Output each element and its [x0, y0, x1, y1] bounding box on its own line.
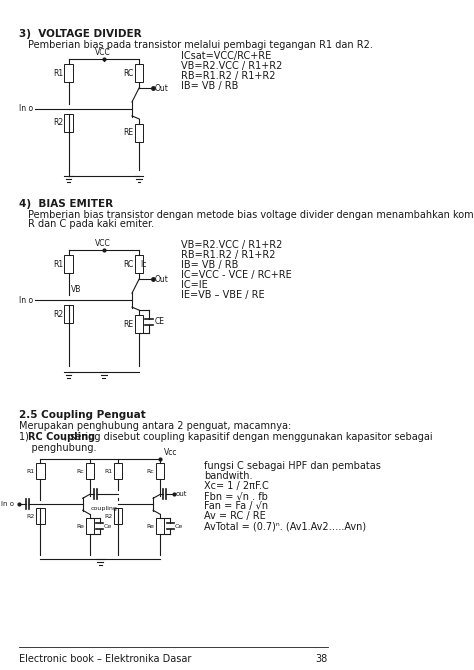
Text: VCC: VCC — [94, 48, 110, 57]
Text: 38: 38 — [316, 654, 328, 664]
Text: penghubung.: penghubung. — [19, 443, 97, 452]
Text: RE: RE — [123, 320, 133, 328]
Bar — [36, 464, 45, 480]
Text: Out: Out — [155, 275, 168, 283]
Bar — [135, 124, 143, 142]
Text: Fbn = √n . fb: Fbn = √n . fb — [204, 491, 268, 501]
Bar — [36, 509, 45, 524]
Text: RC Coupling: RC Coupling — [28, 431, 95, 442]
Text: RE: RE — [123, 129, 133, 137]
Bar — [64, 64, 73, 82]
Bar — [64, 255, 73, 273]
Text: Electronic book – Elektronika Dasar: Electronic book – Elektronika Dasar — [19, 654, 191, 664]
Text: fungsi C sebagai HPF dan pembatas: fungsi C sebagai HPF dan pembatas — [204, 462, 381, 472]
Text: In o: In o — [0, 501, 14, 507]
Text: R2: R2 — [104, 514, 112, 519]
Text: Re: Re — [76, 524, 84, 529]
Text: Out: Out — [155, 84, 168, 92]
Bar — [114, 464, 122, 480]
Text: RC: RC — [123, 260, 133, 269]
Text: Av = RC / RE: Av = RC / RE — [204, 511, 265, 521]
Bar — [114, 509, 122, 524]
Text: VB: VB — [72, 285, 82, 294]
Text: Rc: Rc — [147, 469, 155, 474]
Text: IC=VCC - VCE / RC+RE: IC=VCC - VCE / RC+RE — [181, 270, 292, 280]
Text: In o: In o — [19, 295, 34, 305]
Text: IC=IE: IC=IE — [181, 280, 208, 290]
Text: VCC: VCC — [94, 239, 110, 249]
Bar — [156, 518, 164, 534]
Text: R1: R1 — [27, 469, 35, 474]
Text: , sering disebut coupling kapasitif dengan menggunakan kapasitor sebagai: , sering disebut coupling kapasitif deng… — [64, 431, 433, 442]
Text: 4)  BIAS EMITER: 4) BIAS EMITER — [19, 198, 113, 208]
Text: R2: R2 — [27, 514, 35, 519]
Text: bandwith.: bandwith. — [204, 472, 252, 482]
Text: 2.5 Coupling Penguat: 2.5 Coupling Penguat — [19, 409, 146, 419]
Text: In o: In o — [19, 105, 34, 113]
Bar — [135, 255, 143, 273]
Text: IE=VB – VBE / RE: IE=VB – VBE / RE — [181, 290, 265, 300]
Bar — [64, 305, 73, 323]
Bar — [156, 464, 164, 480]
Text: ICsat=VCC/RC+RE: ICsat=VCC/RC+RE — [181, 51, 272, 61]
Text: R2: R2 — [53, 119, 63, 127]
Text: 3)  VOLTAGE DIVIDER: 3) VOLTAGE DIVIDER — [19, 29, 142, 40]
Bar — [85, 464, 94, 480]
Text: Merupakan penghubung antara 2 penguat, macamnya:: Merupakan penghubung antara 2 penguat, m… — [19, 421, 292, 431]
Text: Pemberian bias transistor dengan metode bias voltage divider dengan menambahkan : Pemberian bias transistor dengan metode … — [28, 210, 474, 220]
Text: Ic: Ic — [140, 260, 147, 269]
Bar — [135, 315, 143, 333]
Text: R1: R1 — [53, 68, 63, 78]
Text: RC: RC — [123, 68, 133, 78]
Text: VB=R2.VCC / R1+R2: VB=R2.VCC / R1+R2 — [181, 241, 283, 251]
Text: R2: R2 — [53, 310, 63, 319]
Text: IB= VB / RB: IB= VB / RB — [181, 81, 239, 91]
Text: Vcc: Vcc — [164, 448, 178, 458]
Text: Pemberian bias pada transistor melalui pembagi tegangan R1 dan R2.: Pemberian bias pada transistor melalui p… — [28, 40, 373, 50]
Text: RB=R1.R2 / R1+R2: RB=R1.R2 / R1+R2 — [181, 251, 276, 261]
Text: Fan = Fa / √n: Fan = Fa / √n — [204, 501, 268, 511]
Text: out: out — [176, 491, 187, 497]
Text: R dan C pada kaki emiter.: R dan C pada kaki emiter. — [28, 220, 154, 230]
Bar — [85, 518, 94, 534]
Bar — [64, 114, 73, 132]
Bar — [135, 64, 143, 82]
Text: Ce: Ce — [104, 524, 112, 529]
Text: Re: Re — [146, 524, 155, 529]
Text: Xc= 1 / 2πF.C: Xc= 1 / 2πF.C — [204, 481, 269, 491]
Text: 1): 1) — [19, 431, 36, 442]
Text: RB=R1.R2 / R1+R2: RB=R1.R2 / R1+R2 — [181, 71, 276, 81]
Text: CE: CE — [155, 317, 164, 326]
Text: R1: R1 — [104, 469, 112, 474]
Text: AvTotal = (0.7)ⁿ. (Av1.Av2…..Avn): AvTotal = (0.7)ⁿ. (Av1.Av2…..Avn) — [204, 521, 366, 531]
Text: IB= VB / RB: IB= VB / RB — [181, 261, 239, 270]
Text: R1: R1 — [53, 260, 63, 269]
Text: VB=R2.VCC / R1+R2: VB=R2.VCC / R1+R2 — [181, 61, 283, 71]
Text: coupling: coupling — [91, 507, 117, 511]
Text: Ce: Ce — [174, 524, 182, 529]
Text: Rc: Rc — [76, 469, 84, 474]
